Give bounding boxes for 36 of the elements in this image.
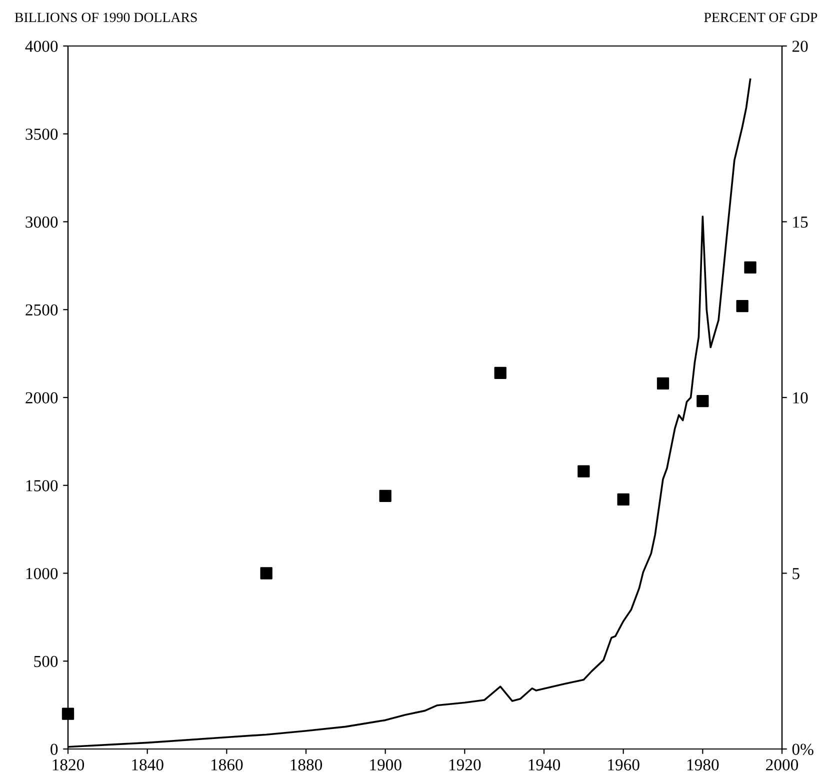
y-tick-label: 3500 [26,128,58,140]
y-tick-label: 4000 [25,40,58,52]
point [62,708,74,720]
y-axis-title: BILLIONS OF 1990 DOLLARS [14,12,197,22]
x-tick-label: 1820 [52,759,84,770]
y-tick-label: 1000 [26,568,58,580]
y2-tick-label: 10 [793,392,808,404]
y2-tick-label: 5 [792,568,800,580]
y-tick-label: 2500 [26,304,58,316]
x-tick-label: 1960 [608,759,640,770]
point [578,465,590,478]
x-tick-label: 1880 [290,759,322,770]
y2-tick-label: 0% [792,744,814,755]
point [656,377,670,390]
y2-axis-title: PERCENT OF GDP [704,12,818,22]
point [494,366,506,379]
x-tick-label: 1920 [449,759,481,770]
y-tick-label: 500 [34,656,58,668]
y-tick-label: 1500 [26,480,58,492]
x-tick-label: 1840 [132,759,164,770]
y-tick-label: 2000 [26,392,58,404]
y2-tick-label: 20 [792,40,808,52]
point [260,567,272,580]
y-tick-label: 3000 [26,216,58,228]
x-tick-label: 1940 [528,759,560,770]
point [696,394,709,408]
point [736,300,748,312]
x-tick-label: 1860 [211,759,243,770]
point [617,493,630,506]
point [379,490,392,502]
y2-tick-label: 15 [793,216,808,228]
point [744,261,756,274]
x-tick-label: 1980 [687,759,719,770]
x-tick-label: 2000 [766,759,798,770]
x-tick-label: 1900 [370,759,402,770]
y-tick-label: 0 [50,744,58,755]
